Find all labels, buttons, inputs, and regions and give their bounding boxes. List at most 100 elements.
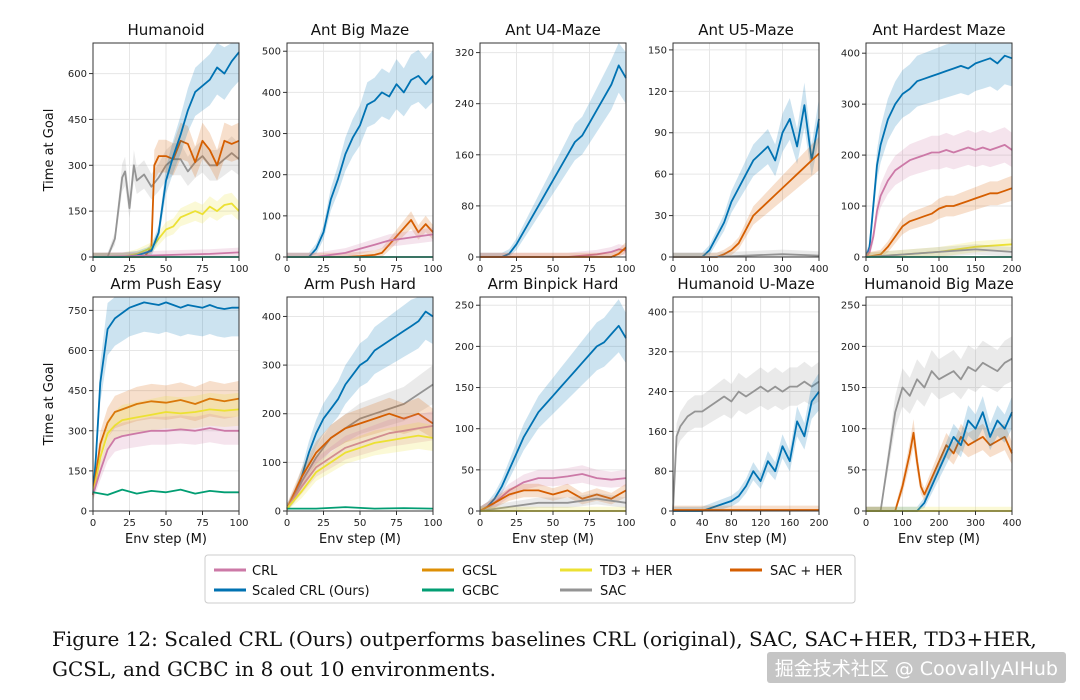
panel-title: Humanoid Big Maze: [864, 275, 1014, 293]
x-tick-label: 75: [390, 264, 403, 275]
caption-line-2: GCSL, and GCBC in 8 out 10 environments.: [52, 657, 497, 681]
x-tick-label: 50: [547, 518, 560, 529]
band-scaled-crl-ours: [480, 43, 626, 257]
y-tick-label: 320: [455, 48, 474, 59]
series-line-td3-her: [92, 408, 240, 496]
x-tick-label: 100: [229, 264, 248, 275]
x-tick-label: 0: [863, 518, 869, 529]
panel-ant-u5-maze: 0 100 200 300 400 0 30 60 90 120 150 Ant U5-Maze: [648, 21, 829, 275]
y-tick-label: 100: [455, 424, 474, 435]
series-line-crl: [286, 425, 434, 510]
series-line-sac: [93, 152, 240, 258]
legend-label-scaled-crl: Scaled CRL (Ours): [252, 584, 370, 599]
band-scaled-crl-ours: [93, 297, 239, 502]
y-tick-label: 0: [661, 507, 667, 518]
figure-caption: Figure 12: Scaled CRL (Ours) outperforms…: [52, 624, 1062, 684]
panel-title: Arm Push Easy: [110, 275, 221, 293]
y-tick-label: 150: [455, 383, 474, 394]
legend-label-td3-her: TD3 + HER: [599, 564, 672, 579]
band-scaled-crl-ours: [480, 299, 626, 511]
y-tick-label: 240: [648, 387, 667, 398]
y-tick-label: 80: [461, 201, 474, 212]
y-tick-label: 320: [648, 347, 667, 358]
plot-area: [673, 297, 819, 511]
y-tick-label: 0: [661, 253, 667, 264]
x-tick-label: 25: [123, 518, 136, 529]
x-tick-label: 80: [725, 518, 738, 529]
x-tick-label: 120: [751, 518, 770, 529]
y-tick-label: 90: [654, 128, 667, 139]
x-tick-label: 25: [317, 518, 330, 529]
band-sac-her: [480, 483, 626, 511]
x-tick-label: 100: [929, 264, 948, 275]
x-tick-label: 150: [966, 264, 985, 275]
band-sac-her: [287, 397, 433, 511]
y-tick-label: 400: [262, 88, 281, 99]
legend-label-gcsl: GCSL: [462, 564, 497, 579]
x-tick-label: 0: [477, 518, 483, 529]
y-tick-label: 750: [68, 306, 87, 317]
y-tick-label: 600: [68, 346, 87, 357]
panel-title: Arm Binpick Hard: [488, 275, 619, 293]
x-tick-label: 200: [809, 518, 828, 529]
series-line-sac: [865, 248, 1013, 258]
band-scaled-crl-ours: [866, 396, 1012, 511]
x-tick-label: 50: [896, 264, 909, 275]
y-tick-label: 400: [648, 307, 667, 318]
x-tick-label: 0: [284, 264, 290, 275]
series-line-scaled-crl-ours: [673, 391, 820, 512]
series-line-scaled-crl-ours: [92, 301, 239, 495]
x-tick-label: 0: [477, 264, 483, 275]
x-tick-label: 0: [90, 264, 96, 275]
y-tick-label: 50: [461, 465, 474, 476]
band-sac: [673, 361, 819, 511]
y-tick-label: 250: [455, 301, 474, 312]
y-tick-label: 0: [81, 253, 87, 264]
band-crl: [287, 227, 433, 257]
series-line-scaled-crl-ours: [866, 411, 1013, 512]
panel-ant-hardest-maze: 0 50 100 150 200 0 100 200 300 400 Ant Hardest Maz…: [841, 21, 1022, 275]
band-sac-her: [673, 136, 819, 257]
series-line-crl: [479, 473, 627, 512]
y-tick-label: 100: [262, 458, 281, 469]
caption-line-1: Figure 12: Scaled CRL (Ours) outperforms…: [52, 627, 1037, 651]
x-tick-label: 0: [863, 264, 869, 275]
y-tick-label: 0: [468, 507, 474, 518]
series-line-sac: [479, 497, 627, 512]
y-tick-label: 300: [68, 426, 87, 437]
x-tick-label: 40: [696, 518, 709, 529]
band-scaled-crl-ours: [673, 372, 819, 511]
y-tick-label: 300: [262, 361, 281, 372]
x-tick-label: 100: [423, 264, 442, 275]
band-sac-her: [480, 242, 626, 257]
y-tick-label: 160: [648, 427, 667, 438]
x-tick-label: 50: [354, 518, 367, 529]
series-line-scaled-crl-ours: [673, 104, 820, 258]
band-sac: [673, 249, 819, 257]
panel-title: Ant U4-Maze: [505, 21, 601, 39]
x-tick-label: 75: [196, 518, 209, 529]
panel-humanoid-big-maze: 0 100 200 300 400 0 50 100 150 200 250 Humanoid Big…: [841, 275, 1022, 547]
x-tick-label: 100: [423, 518, 442, 529]
series-line-sac-her: [92, 397, 240, 496]
legend-box: [204, 554, 856, 604]
series-line-td3-her: [286, 434, 434, 510]
y-tick-label: 100: [841, 202, 860, 213]
y-tick-label: 240: [455, 99, 474, 110]
panel-ant-u4-maze: 0 25 50 75 100 0 80 160 240 320 Ant U4-Maze: [455, 21, 636, 275]
band-td3-her: [480, 506, 626, 511]
band-td3-her: [866, 506, 1012, 511]
x-tick-label: 75: [196, 264, 209, 275]
y-tick-label: 0: [854, 253, 860, 264]
x-tick-label: 50: [160, 264, 173, 275]
y-tick-label: 150: [68, 207, 87, 218]
y-tick-label: 120: [648, 87, 667, 98]
series-line-crl: [92, 427, 239, 496]
series-line-scaled-crl-ours: [480, 64, 627, 258]
band-sac-her: [93, 122, 239, 257]
band-crl: [866, 127, 1012, 257]
y-tick-label: 0: [81, 507, 87, 518]
band-crl: [287, 411, 433, 511]
x-tick-label: 200: [929, 518, 948, 529]
